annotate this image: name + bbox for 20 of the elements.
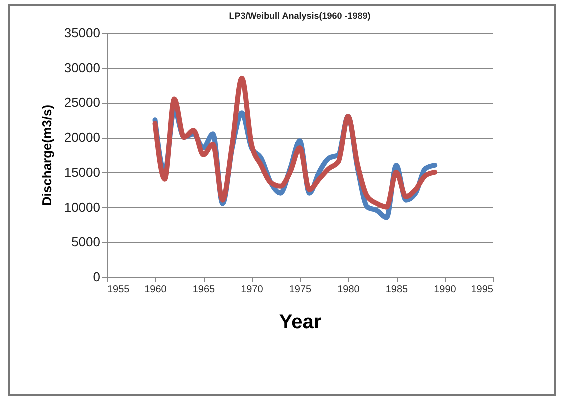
- y-tick-label: 35000: [64, 26, 100, 40]
- y-tick-label: 30000: [64, 60, 100, 76]
- x-tick-label: 1955: [108, 284, 130, 296]
- chart-title: LP3/Weibull Analysis(1960 -1989): [229, 11, 371, 21]
- x-axis-title: Year: [279, 312, 322, 334]
- x-tick-label: 1995: [471, 284, 494, 296]
- y-tick-label: 0: [93, 270, 100, 284]
- x-tick-label: 1975: [289, 284, 312, 296]
- x-tick-label: 1960: [144, 284, 168, 296]
- y-tick-label: 5000: [72, 234, 100, 250]
- y-tick-label: 20000: [64, 130, 100, 146]
- y-axis-title: Discharge(m3/s): [39, 104, 54, 206]
- y-tick-label: 10000: [64, 200, 100, 215]
- x-tick-label: 1965: [192, 284, 216, 296]
- y-tick-label: 15000: [64, 164, 100, 180]
- x-tick-label: 1985: [386, 284, 409, 296]
- x-tick-label: 1970: [241, 284, 264, 296]
- x-tick-label: 1990: [434, 284, 457, 296]
- x-tick-label: 1980: [338, 284, 360, 296]
- y-tick-label: 25000: [64, 95, 100, 110]
